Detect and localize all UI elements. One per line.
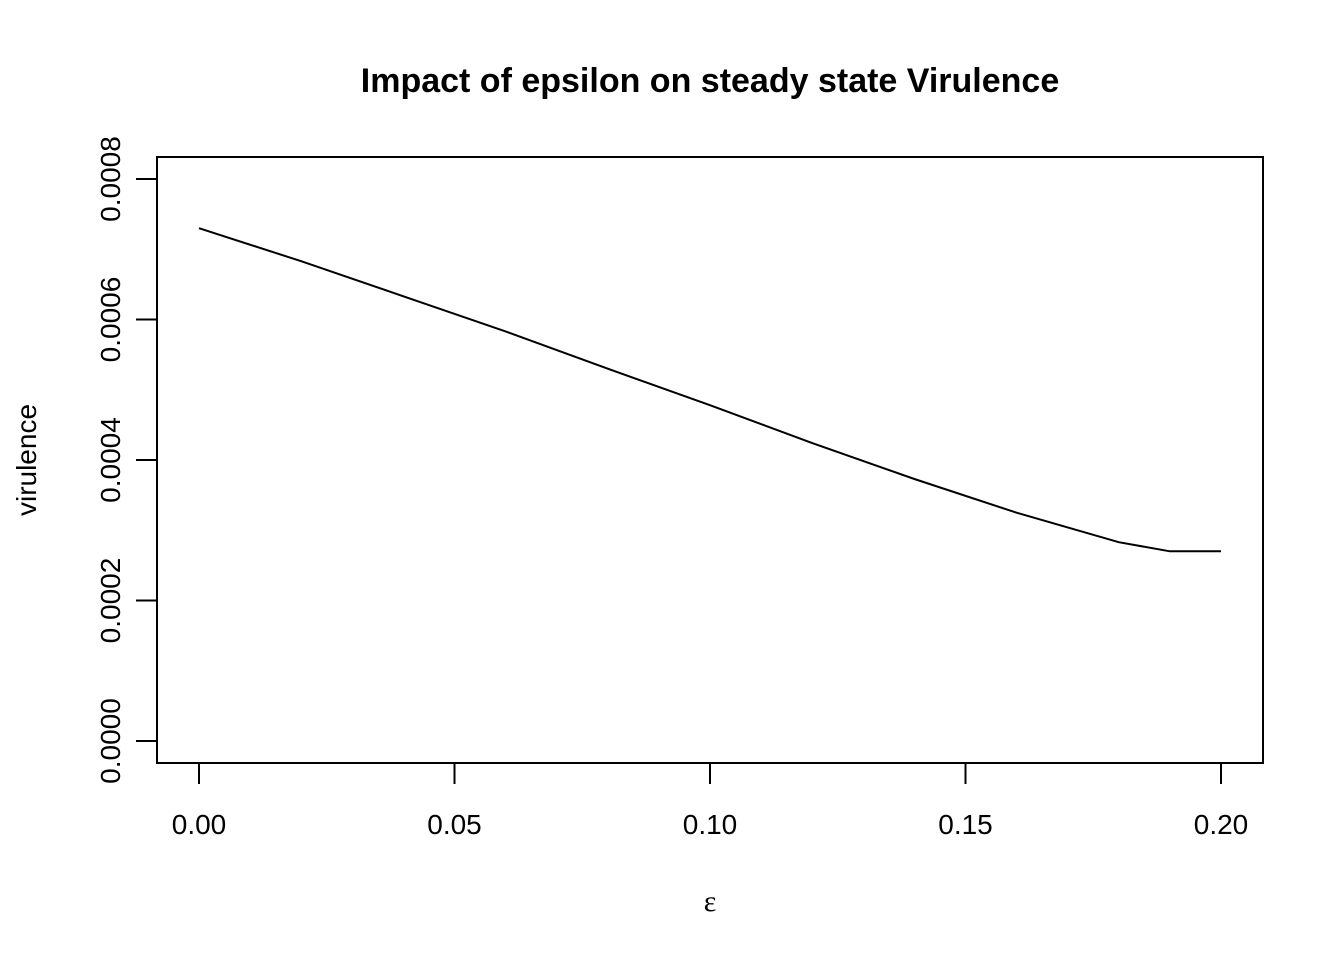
y-tick-label: 0.0006 — [95, 277, 126, 363]
x-axis-label: ε — [704, 885, 717, 918]
x-tick-label: 0.05 — [427, 809, 482, 840]
y-axis-label: virulence — [11, 404, 42, 516]
series-group — [198, 227, 1221, 553]
y-tick-label: 0.0008 — [95, 136, 126, 222]
x-axis: 0.00 0.05 0.10 0.15 0.20 — [172, 762, 1249, 840]
virulence-series-line — [198, 227, 1221, 553]
x-tick-label: 0.20 — [1194, 809, 1249, 840]
x-tick-label: 0.15 — [938, 809, 993, 840]
x-tick-label: 0.10 — [683, 809, 738, 840]
plot-frame — [156, 156, 1264, 764]
y-axis: 0.0000 0.0002 0.0004 0.0006 0.0008 — [95, 136, 158, 784]
y-tick-label: 0.0000 — [95, 698, 126, 784]
y-tick-label: 0.0002 — [95, 558, 126, 644]
y-tick-label: 0.0004 — [95, 417, 126, 503]
x-tick-label: 0.00 — [172, 809, 227, 840]
chart-title: Impact of epsilon on steady state Virule… — [361, 62, 1059, 100]
